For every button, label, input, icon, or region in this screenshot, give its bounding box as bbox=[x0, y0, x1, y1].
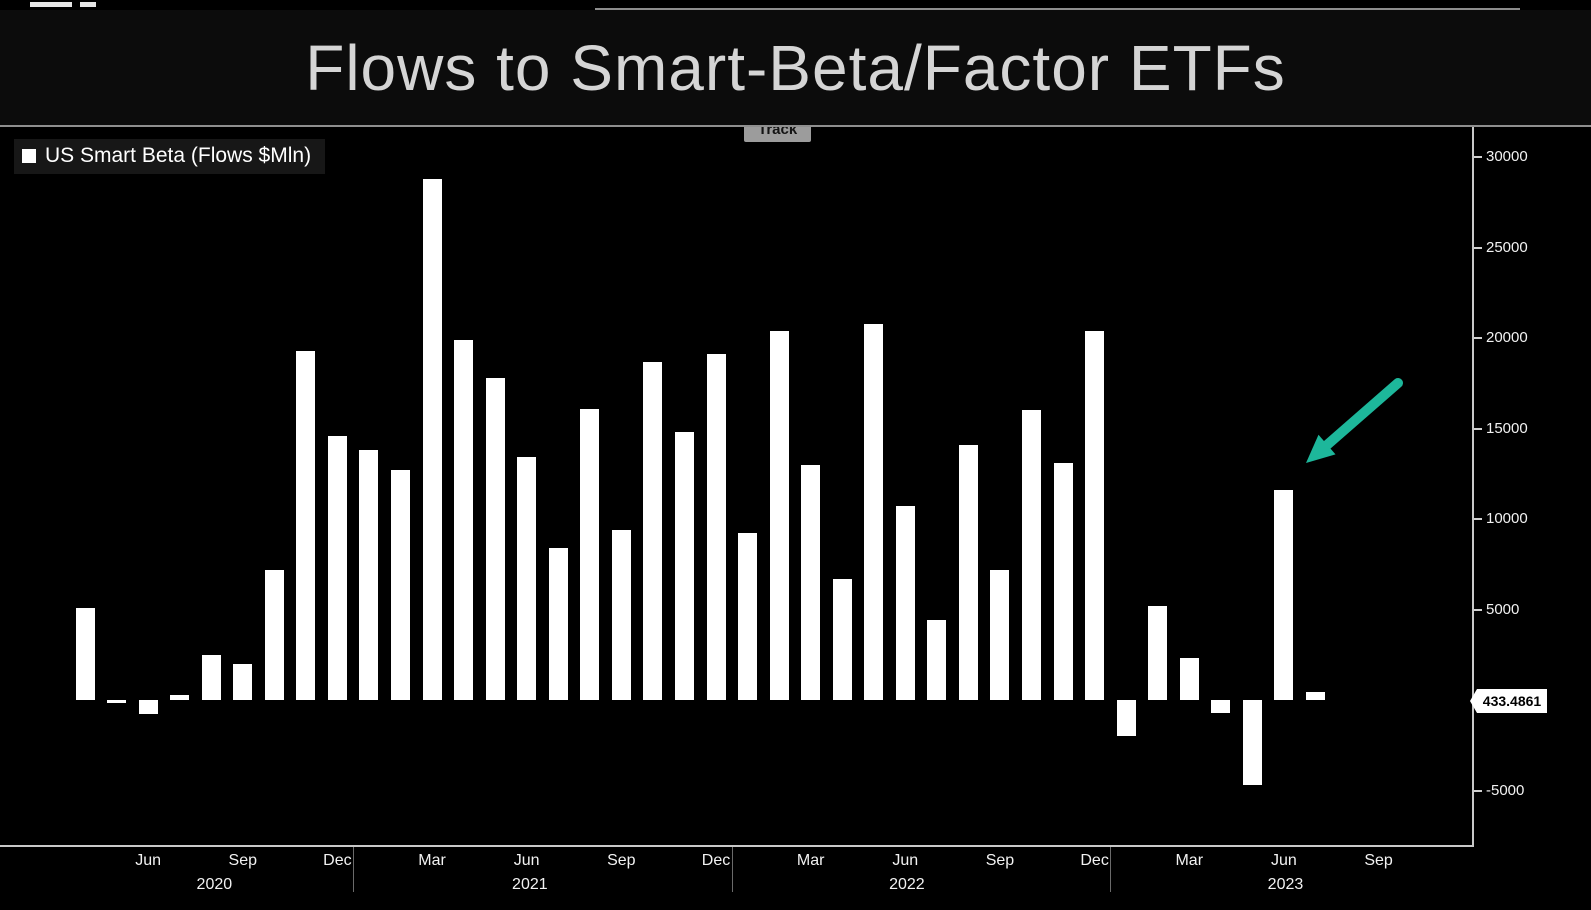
toolbar-cutoff-fragment bbox=[80, 2, 96, 7]
bar-dec-2022[interactable] bbox=[1085, 330, 1105, 700]
bar-apr-2023[interactable] bbox=[1211, 700, 1231, 713]
x-tick-label: Sep bbox=[607, 852, 636, 869]
bar-nov-2021[interactable] bbox=[674, 432, 694, 700]
y-tick bbox=[1474, 156, 1482, 158]
bar-jan-2021[interactable] bbox=[359, 450, 379, 700]
chart-title-banner: Flows to Smart-Beta/Factor ETFs bbox=[0, 10, 1591, 127]
x-tick-label: Sep bbox=[1364, 852, 1393, 869]
x-tick-label: Sep bbox=[985, 852, 1015, 869]
year-separator bbox=[731, 847, 733, 892]
y-tick bbox=[1474, 608, 1482, 611]
toolbar-divider-line bbox=[595, 8, 1520, 10]
x-tick-label: Dec bbox=[1080, 852, 1109, 869]
bar-jan-2023[interactable] bbox=[1116, 700, 1136, 737]
year-separator bbox=[1110, 847, 1112, 892]
x-year-label: 2023 bbox=[1267, 876, 1304, 893]
bar-dec-2020[interactable] bbox=[327, 435, 347, 700]
bar-may-2023[interactable] bbox=[1242, 700, 1262, 786]
chart-title: Flows to Smart-Beta/Factor ETFs bbox=[305, 31, 1286, 104]
bar-jul-2023[interactable] bbox=[1305, 692, 1325, 700]
y-axis-line bbox=[1472, 127, 1474, 847]
bar-feb-2021[interactable] bbox=[391, 470, 410, 700]
legend[interactable]: US Smart Beta (Flows $Mln) bbox=[14, 139, 326, 174]
bar-mar-2021[interactable] bbox=[422, 178, 442, 700]
bar-jun-2021[interactable] bbox=[517, 457, 537, 700]
bar-oct-2022[interactable] bbox=[1022, 410, 1041, 700]
year-separator bbox=[353, 847, 355, 892]
last-value-text: 433.4861 bbox=[1482, 693, 1542, 709]
bar-aug-2021[interactable] bbox=[580, 408, 600, 700]
legend-label: US Smart Beta (Flows $Mln) bbox=[45, 144, 312, 167]
bar-feb-2023[interactable] bbox=[1148, 605, 1168, 700]
bar-mar-2022[interactable] bbox=[801, 464, 821, 700]
y-tick-label: 20000 bbox=[1486, 329, 1528, 346]
bar-mar-2023[interactable] bbox=[1179, 658, 1199, 700]
x-tick-label: Jun bbox=[892, 852, 919, 869]
y-tick-label: 15000 bbox=[1486, 419, 1528, 437]
bar-jun-2020[interactable] bbox=[138, 700, 158, 715]
bar-jul-2021[interactable] bbox=[548, 547, 568, 700]
y-tick-label: -5000 bbox=[1486, 781, 1525, 799]
bar-may-2022[interactable] bbox=[864, 323, 884, 700]
bar-sep-2020[interactable] bbox=[233, 663, 253, 700]
bar-may-2021[interactable] bbox=[485, 377, 505, 700]
bar-apr-2021[interactable] bbox=[454, 339, 474, 700]
bar-sep-2021[interactable] bbox=[611, 529, 631, 700]
bar-aug-2020[interactable] bbox=[201, 654, 221, 700]
y-tick bbox=[1474, 518, 1482, 520]
x-tick-label: Mar bbox=[1175, 852, 1204, 869]
bar-jun-2023[interactable] bbox=[1274, 490, 1294, 700]
bar-aug-2022[interactable] bbox=[958, 444, 978, 700]
x-tick-label: Jun bbox=[135, 852, 161, 869]
x-tick-label: Dec bbox=[701, 852, 731, 869]
bar-jan-2022[interactable] bbox=[738, 533, 758, 700]
x-tick-label: Dec bbox=[323, 852, 352, 869]
y-tick bbox=[1474, 337, 1482, 339]
bar-apr-2022[interactable] bbox=[832, 578, 852, 700]
x-tick-label: Mar bbox=[796, 852, 825, 869]
bar-jul-2022[interactable] bbox=[927, 620, 947, 700]
x-axis-line bbox=[0, 845, 1474, 847]
bar-nov-2020[interactable] bbox=[296, 350, 316, 700]
x-tick-label: Sep bbox=[228, 852, 257, 869]
x-tick-label: Jun bbox=[1270, 852, 1297, 869]
y-tick-label: 25000 bbox=[1486, 238, 1528, 256]
x-year-label: 2021 bbox=[512, 876, 548, 893]
x-tick-label: Mar bbox=[418, 852, 446, 869]
bar-nov-2022[interactable] bbox=[1053, 462, 1073, 700]
x-year-label: 2022 bbox=[889, 876, 925, 893]
y-tick bbox=[1474, 246, 1482, 249]
y-tick bbox=[1474, 789, 1482, 792]
bar-jul-2020[interactable] bbox=[170, 695, 190, 700]
bar-sep-2022[interactable] bbox=[990, 569, 1010, 700]
y-tick bbox=[1474, 427, 1482, 430]
legend-marker-icon bbox=[22, 149, 36, 163]
last-value-tag: 433.4861 bbox=[1470, 689, 1547, 713]
bar-jun-2022[interactable] bbox=[895, 506, 915, 700]
bar-feb-2022[interactable] bbox=[769, 330, 789, 700]
bar-may-2020[interactable] bbox=[107, 700, 127, 703]
bar-oct-2020[interactable] bbox=[264, 569, 284, 700]
bar-dec-2021[interactable] bbox=[706, 354, 726, 700]
x-tick-label: Jun bbox=[513, 852, 540, 869]
x-year-label: 2020 bbox=[196, 876, 233, 893]
y-tick-label: 5000 bbox=[1486, 600, 1520, 618]
y-tick-label: 10000 bbox=[1486, 510, 1528, 527]
bar-apr-2020[interactable] bbox=[75, 607, 95, 700]
bar-oct-2021[interactable] bbox=[643, 361, 663, 700]
y-tick-label: 30000 bbox=[1486, 148, 1528, 165]
toolbar-cutoff-fragment bbox=[30, 2, 72, 7]
